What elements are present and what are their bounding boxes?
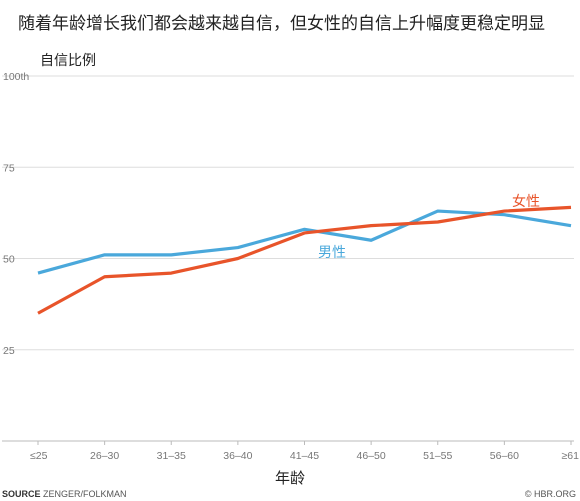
series-label: 男性 — [318, 245, 346, 261]
x-tick-labels: ≤25 26–30 31–35 36–40 41–45 46–50 51–55 56–60 ≥6… — [30, 441, 579, 462]
series-label: 女性 — [512, 193, 540, 210]
y-axis-label: 自信比例 — [40, 53, 96, 69]
chart-title: 随着年龄增长我们都会越来越自信，但女性的自信上升幅度更稳定明显 — [18, 14, 545, 34]
x-tick-label: ≤25 — [30, 450, 48, 462]
x-tick-label: ≥61 — [562, 450, 580, 462]
x-tick-label: 41–45 — [290, 450, 319, 462]
y-tick-label: 50 — [3, 254, 15, 266]
source-note: SOURCE ZENGER/FOLKMAN — [2, 489, 127, 499]
series-line — [37, 209, 572, 275]
y-tick-labels: 100th 75 50 25 — [3, 71, 29, 357]
y-tick-label: 75 — [3, 162, 15, 174]
series-line — [37, 205, 572, 315]
source-text: ZENGER/FOLKMAN — [43, 489, 127, 499]
credit: © HBR.ORG — [524, 489, 576, 499]
y-tick-label: 100th — [3, 71, 29, 83]
series-lines — [37, 205, 572, 315]
x-tick-label: 56–60 — [490, 450, 519, 462]
x-tick-label: 31–35 — [157, 450, 186, 462]
x-axis-label: 年龄 — [274, 469, 305, 487]
x-tick-label: 26–30 — [90, 450, 119, 462]
x-tick-label: 46–50 — [357, 450, 386, 462]
series-labels: 男性 女性 — [318, 193, 540, 261]
x-tick-label: 51–55 — [423, 450, 452, 462]
y-tick-label: 25 — [3, 345, 15, 357]
x-tick-label: 36–40 — [223, 450, 252, 462]
source-label: SOURCE — [2, 489, 41, 499]
